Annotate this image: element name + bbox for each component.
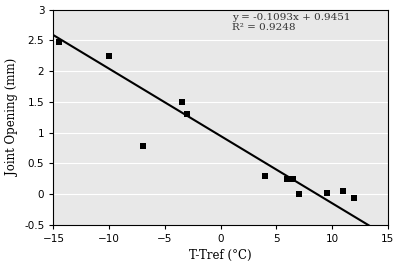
Point (340, 189, 346, 193)
Point (106, 54, 112, 58)
Point (178, 100, 185, 104)
Point (139, 144, 146, 148)
Text: y = -0.1093x + 0.9451
R² = 0.9248: y = -0.1093x + 0.9451 R² = 0.9248 (232, 13, 350, 32)
Point (351, 196, 358, 200)
Point (284, 177, 291, 181)
Point (184, 112, 190, 116)
Point (290, 177, 296, 181)
Point (56, 39, 62, 44)
Point (323, 191, 330, 195)
X-axis label: T-Tref (°C): T-Tref (°C) (189, 250, 252, 262)
Y-axis label: Joint Opening (mm): Joint Opening (mm) (6, 59, 18, 176)
Point (296, 192, 302, 196)
Point (262, 173, 268, 178)
